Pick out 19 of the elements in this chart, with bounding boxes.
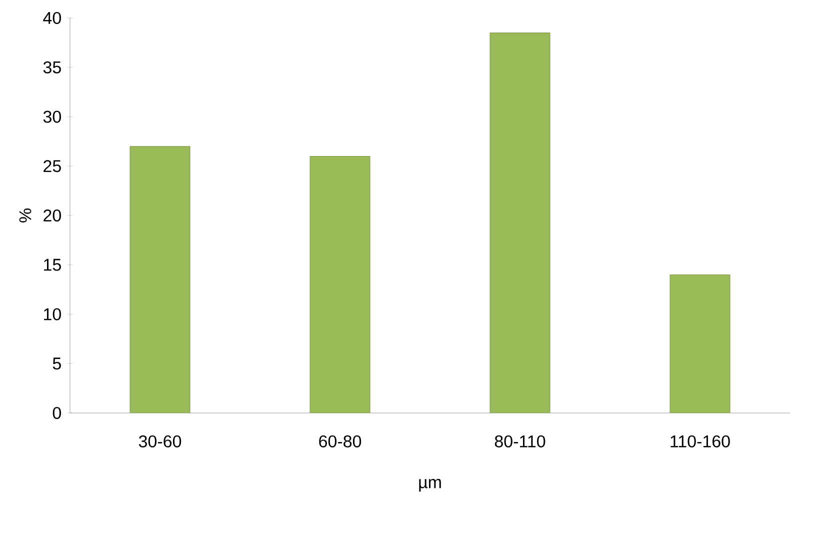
y-axis-title: %: [19, 208, 32, 222]
y-tick-label: 5: [52, 358, 61, 370]
bar: [490, 32, 550, 413]
bar: [670, 274, 730, 413]
y-tick-label: 15: [44, 258, 61, 271]
x-tick-label: 60-80: [319, 435, 362, 448]
y-tick-label: 0: [52, 406, 61, 420]
y-tick-label: 10: [44, 308, 61, 320]
x-tick-label: 110-160: [670, 435, 730, 448]
y-tick-label: 40: [43, 12, 61, 24]
bar: [130, 146, 190, 413]
bar: [310, 156, 370, 413]
x-tick-label: 80-110: [494, 435, 546, 448]
y-tick-label: 20: [44, 209, 61, 222]
y-tick-label: 30: [43, 110, 61, 123]
x-tick-label: 30-60: [138, 435, 182, 448]
y-tick-label: 25: [44, 160, 61, 172]
x-axis-title: µm: [419, 478, 441, 492]
y-tick-label: 35: [43, 61, 61, 74]
